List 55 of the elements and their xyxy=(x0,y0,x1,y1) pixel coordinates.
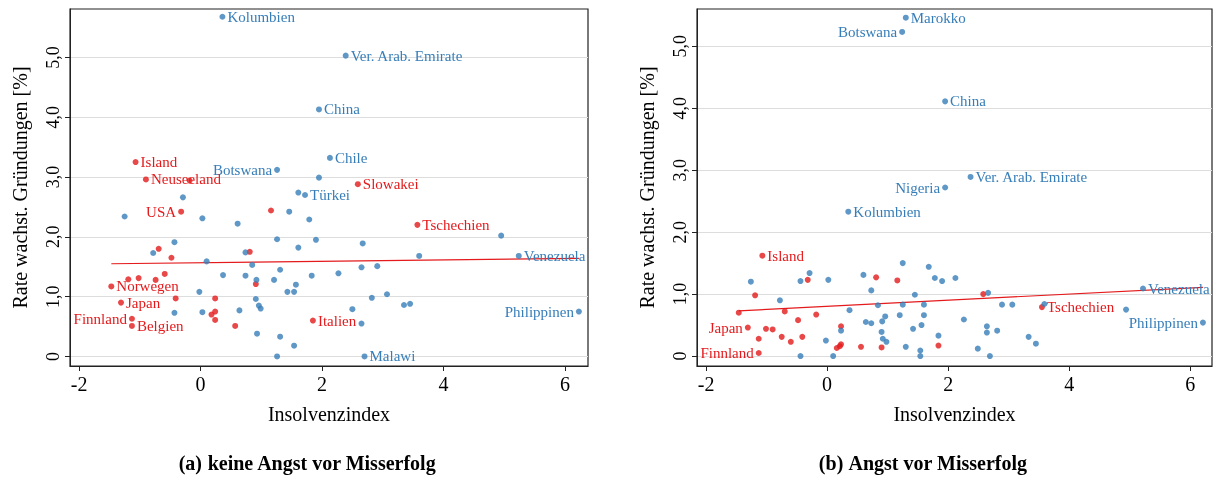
x-tick-label: 0 xyxy=(822,373,833,395)
annotation: Türkei xyxy=(310,186,350,203)
annotation: Kolumbien xyxy=(853,203,922,220)
annotation: Japan xyxy=(126,294,161,311)
annotation: Finnland xyxy=(700,344,755,361)
y-axis-title: Rate wachst. Gründungen [%] xyxy=(9,66,32,309)
y-tick-label: 4,0 xyxy=(670,96,690,120)
annotation: Tschechien xyxy=(422,216,491,233)
annotation: Slowakei xyxy=(362,176,419,193)
y-tick-label: 5,0 xyxy=(43,46,63,69)
annotation: Chile xyxy=(334,149,368,166)
y-tick-label: 4,0 xyxy=(43,105,63,129)
text: (b) Angst vor Misserfolg xyxy=(818,452,1027,475)
y-axis-title: Rate wachst. Gründungen [%] xyxy=(636,66,659,309)
annotation: USA xyxy=(146,203,177,220)
x-tick-label: 6 xyxy=(559,373,570,395)
y-tick-label: 3,0 xyxy=(670,158,690,182)
x-tick-label: 0 xyxy=(195,373,206,395)
x-tick-label: -2 xyxy=(70,373,88,395)
y-tick-label: 1,0 xyxy=(670,282,690,306)
y-tick-label: 2,0 xyxy=(43,225,63,249)
y-tick-label: 5,0 xyxy=(670,34,690,58)
annotation: Kolumbien xyxy=(227,8,296,25)
x-tick-label: -2 xyxy=(697,373,715,395)
annotation: China xyxy=(323,101,361,118)
annotation: Ver. Arab. Emirate xyxy=(975,168,1088,185)
x-tick-label: 4 xyxy=(1064,373,1075,395)
annotation: Nigeria xyxy=(895,179,941,196)
annotation: Belgien xyxy=(136,317,185,334)
x-tick-label: 4 xyxy=(438,373,449,395)
y-tick-label: 0 xyxy=(670,351,690,361)
annotation: China xyxy=(950,93,987,110)
x-axis-title: Insolvenzindex xyxy=(893,403,1016,425)
annotation: Italien xyxy=(317,312,357,329)
annotation: Japan xyxy=(708,319,744,336)
y-tick-label: 1,0 xyxy=(43,285,63,308)
annotation: Finnland xyxy=(73,310,128,327)
y-tick-label: 3,0 xyxy=(43,165,63,189)
y-tick-label: 0 xyxy=(43,351,63,361)
annotation: Island xyxy=(767,247,805,264)
x-axis-title: Insolvenzindex xyxy=(267,403,391,425)
annotation: Norwegen xyxy=(116,278,180,295)
annotation: Malawi xyxy=(369,348,416,365)
y-tick-label: 2,0 xyxy=(670,220,690,244)
annotation: Botswana xyxy=(837,23,898,40)
text: (a) keine Angst vor Misserfolg xyxy=(178,452,436,475)
annotation: Tschechien xyxy=(1046,299,1115,316)
annotation: Philippinen xyxy=(1128,314,1199,331)
x-tick-label: 6 xyxy=(1185,373,1196,395)
annotation: Island xyxy=(140,154,178,171)
annotation: Ver. Arab. Emirate xyxy=(350,47,463,64)
x-tick-label: 2 xyxy=(943,373,954,395)
annotation: Philippinen xyxy=(504,303,575,320)
annotation: Marokko xyxy=(910,9,966,26)
x-tick-label: 2 xyxy=(317,373,328,395)
